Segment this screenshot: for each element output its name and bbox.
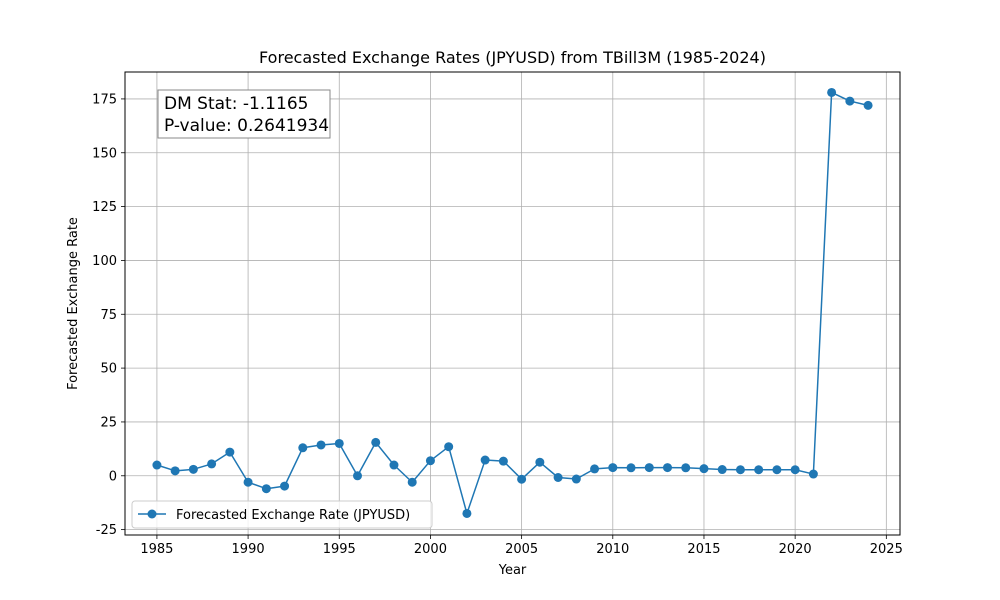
data-point [571, 474, 581, 484]
y-tick-label: -25 [96, 523, 117, 538]
x-tick-label: 1995 [323, 542, 356, 557]
data-point [754, 465, 764, 475]
series-layer [152, 87, 873, 518]
legend: Forecasted Exchange Rate (JPYUSD) [131, 500, 433, 529]
x-tick-label: 2020 [779, 542, 812, 557]
stats-annotation-box: DM Stat: -1.1165 P-value: 0.2641934 [157, 89, 331, 139]
legend-marker-swatch [147, 509, 157, 519]
y-axis-title: Forecasted Exchange Rate [66, 217, 81, 390]
chart-title: Forecasted Exchange Rates (JPYUSD) from … [259, 48, 766, 67]
data-point [517, 474, 527, 484]
data-point [353, 471, 362, 481]
data-point [717, 465, 727, 475]
data-point [152, 460, 162, 470]
y-tick-label: 150 [92, 146, 117, 161]
data-point [444, 442, 454, 452]
data-point [626, 463, 636, 473]
x-tick-label: 2000 [414, 542, 447, 557]
x-tick-label: 2005 [505, 542, 538, 557]
x-axis-title: Year [498, 563, 527, 578]
ticks: 1985 1990 1995 2000 2005 2010 2015 2020 2025 -25 0… [92, 92, 903, 557]
series-line [156, 91, 869, 515]
data-point [334, 438, 344, 448]
data-point [699, 464, 709, 474]
legend-frame [131, 500, 433, 529]
dm-stat-text: DM Stat: -1.1165 [164, 94, 308, 114]
data-point [389, 460, 399, 470]
data-point [808, 469, 818, 479]
x-tick-label: 1985 [140, 542, 173, 557]
grid [125, 72, 900, 535]
data-point [170, 466, 180, 476]
data-point [425, 456, 435, 466]
data-point [845, 96, 855, 106]
data-point [790, 465, 800, 475]
data-point [735, 465, 745, 475]
x-tick-label: 2010 [596, 542, 629, 557]
data-point [407, 477, 417, 487]
data-point [243, 477, 253, 487]
plot-frame [124, 71, 901, 536]
x-tick-label: 1990 [232, 542, 265, 557]
data-point [590, 464, 600, 474]
data-point [316, 440, 326, 450]
data-point [371, 437, 381, 447]
data-point [498, 456, 508, 466]
data-point [772, 465, 782, 475]
p-value-text: P-value: 0.2641934 [164, 116, 329, 136]
legend-label: Forecasted Exchange Rate (JPYUSD) [176, 508, 410, 523]
data-point [535, 457, 545, 467]
data-point [863, 100, 873, 110]
data-point [480, 455, 490, 465]
y-tick-label: 175 [92, 92, 117, 107]
stats-annotation-frame [157, 89, 331, 139]
x-tick-label: 2015 [687, 542, 720, 557]
x-tick-label: 2025 [870, 542, 903, 557]
data-point [827, 87, 837, 97]
data-point [188, 464, 198, 474]
data-point [663, 463, 672, 473]
data-point [608, 463, 618, 473]
y-tick-label: 0 [109, 469, 117, 484]
y-tick-label: 25 [100, 415, 117, 430]
data-point [225, 447, 235, 457]
y-tick-label: 100 [92, 254, 117, 269]
data-point [644, 463, 654, 473]
y-tick-label: 50 [100, 362, 117, 377]
data-point [462, 508, 472, 518]
data-point [681, 463, 691, 473]
data-point [261, 484, 271, 494]
data-point [553, 473, 563, 483]
data-point [280, 481, 290, 491]
y-tick-label: 125 [92, 200, 117, 215]
y-tick-label: 75 [100, 308, 117, 323]
data-point [298, 443, 308, 453]
data-point [207, 459, 217, 469]
